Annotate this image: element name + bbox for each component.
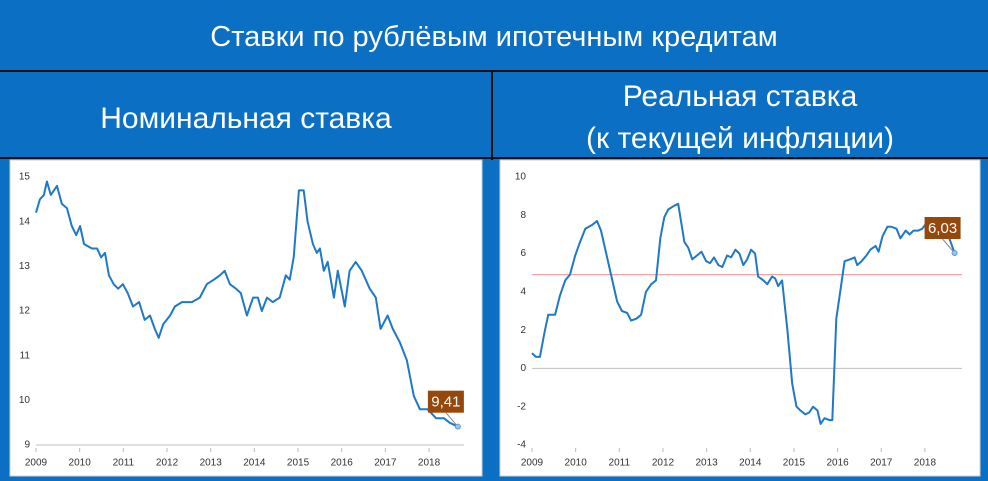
x-tick-label: 2014 [739,458,762,469]
y-tick-label: 6 [520,248,526,259]
x-tick-label: 2014 [243,458,266,469]
x-tick-label: 2013 [200,458,223,469]
y-tick-label: 9 [24,440,30,451]
y-tick-label: -2 [517,401,526,412]
y-tick-label: 14 [19,216,31,227]
x-tick-label: 2015 [783,458,806,469]
label-box [924,216,961,239]
y-tick-label: 15 [19,172,31,183]
x-tick-label: 2012 [652,458,675,469]
line [531,202,956,425]
x-tick-label: 2015 [287,458,310,469]
x-tick-label: 2016 [331,458,354,469]
y-tick-label: 10 [515,172,527,183]
x-tick-label: 2017 [870,458,893,469]
panel-heading: Реальная ставка [623,80,858,113]
end-point [951,249,958,256]
y-tick-label: 13 [19,261,31,272]
x-tick-label: 2010 [69,458,92,469]
chart-frame [9,159,483,477]
end-label: 9,41 [431,394,460,411]
x-tick-label: 2011 [609,458,631,469]
x-tick-label: 2012 [156,458,179,469]
x-tick-label: 2016 [826,458,849,469]
y-tick-label: 2 [520,325,526,336]
line [35,180,459,428]
y-tick-label: 11 [20,350,31,361]
label-connector [942,238,955,254]
x-tick-label: 2009 [521,458,544,469]
x-tick-label: 2017 [374,458,397,469]
panel-heading: Номинальная ставка [100,102,392,135]
label-box [427,390,464,413]
x-tick-label: 2011 [113,458,135,469]
y-tick-label: 4 [520,286,526,297]
x-tick-label: 2018 [418,458,441,469]
page-title: Ставки по рублёвым ипотечным кредитам [210,21,777,53]
y-tick-label: -4 [517,440,526,451]
end-point [454,423,461,430]
end-label: 6,03 [928,220,957,237]
y-tick-label: 8 [520,210,526,221]
x-tick-label: 2010 [565,458,588,469]
y-tick-label: 0 [520,363,526,374]
x-tick-label: 2009 [25,458,48,469]
chart-frame [499,159,981,477]
x-tick-label: 2018 [914,458,937,469]
label-connector [445,412,459,428]
y-tick-label: 12 [19,306,31,317]
y-tick-label: 10 [19,395,31,406]
x-tick-label: 2013 [695,458,718,469]
panel-heading: (к текущей инфляции) [586,122,894,155]
